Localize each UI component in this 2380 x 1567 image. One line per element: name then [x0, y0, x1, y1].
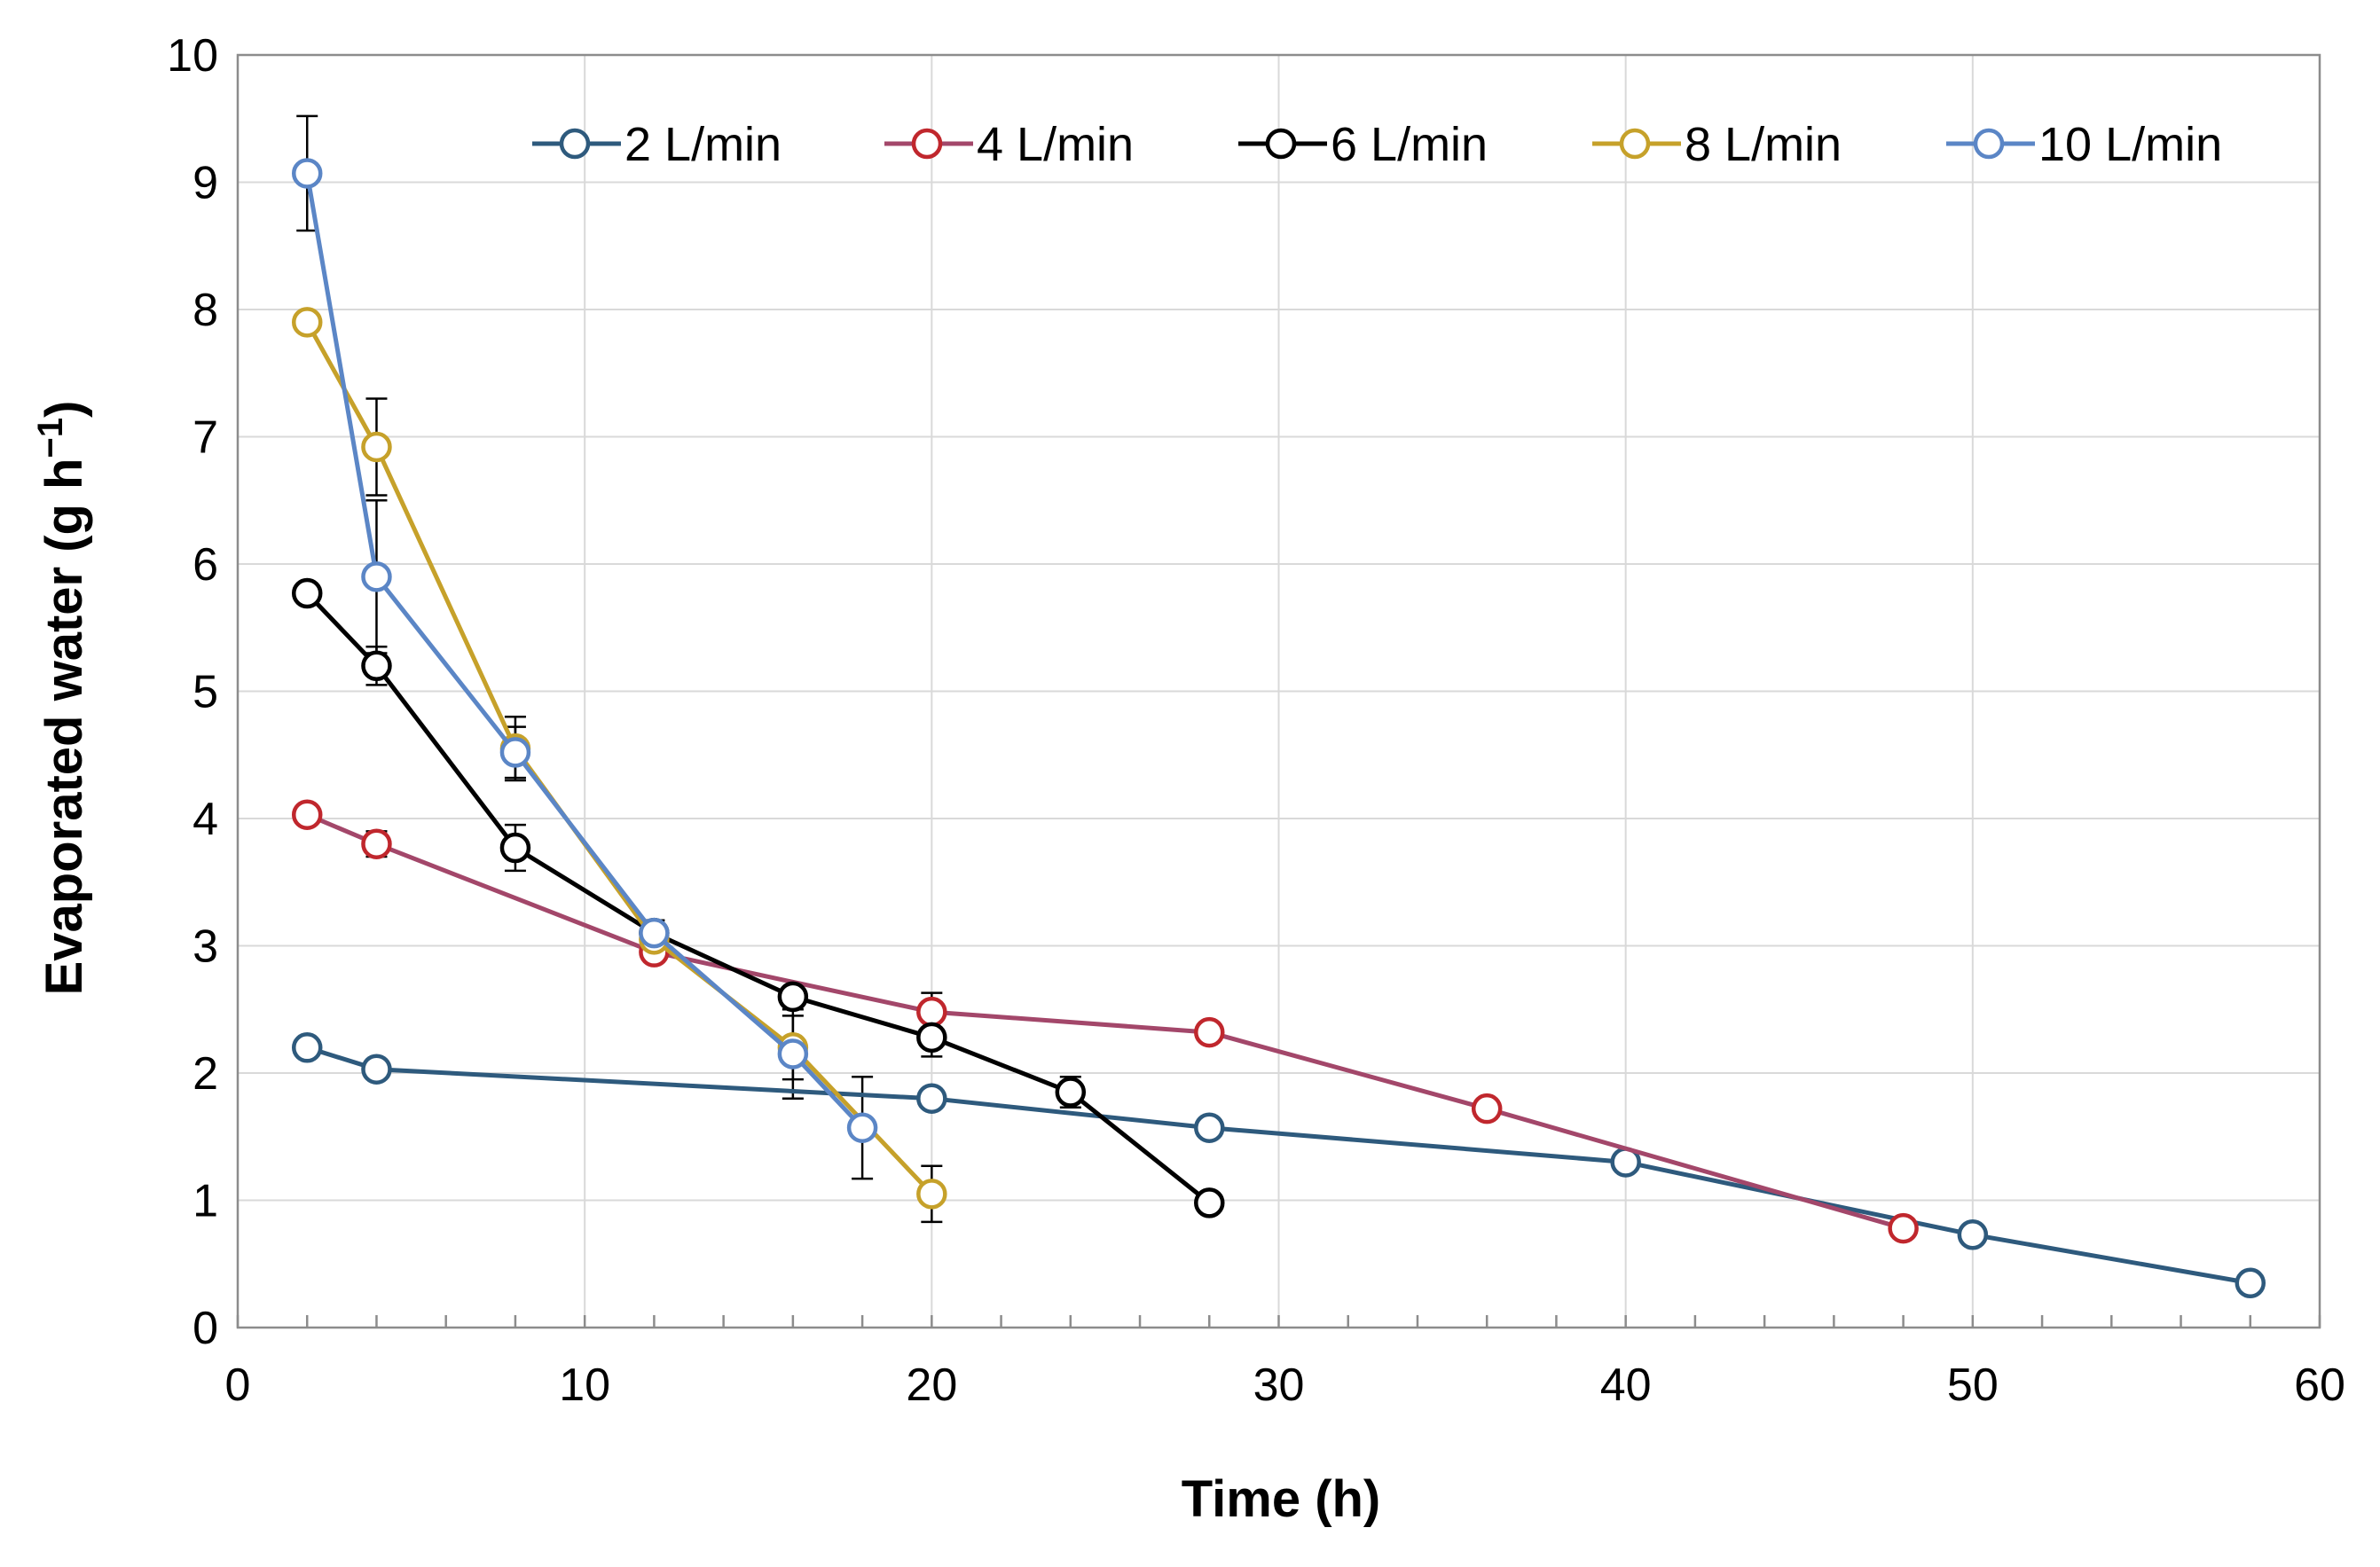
y-tick-label: 0 — [192, 1303, 218, 1354]
y-tick-label: 3 — [192, 921, 218, 973]
legend-marker — [1619, 128, 1651, 160]
data-point — [361, 650, 392, 682]
data-point — [291, 158, 323, 189]
legend-item: 4 L/min — [884, 118, 1134, 171]
series-4-l-min — [291, 799, 1919, 1244]
data-point — [499, 737, 531, 768]
data-point — [1194, 1187, 1225, 1218]
x-tick-label: 0 — [225, 1359, 251, 1411]
y-tick-label: 10 — [167, 30, 218, 82]
y-tick-label: 1 — [192, 1176, 218, 1227]
series-line — [306, 812, 1905, 1231]
legend-marker — [911, 128, 943, 160]
y-tick-label: 5 — [192, 667, 218, 718]
data-point — [2235, 1267, 2266, 1299]
y-axis-title: Evaporated water (g h−1) — [31, 401, 93, 996]
x-tick-label: 60 — [2294, 1359, 2345, 1411]
y-axis-title-end: ) — [35, 401, 93, 418]
legend-label: 10 L/min — [2038, 118, 2222, 171]
series-6-l-min — [291, 577, 1225, 1218]
data-point — [1194, 1016, 1225, 1048]
data-point — [639, 917, 670, 949]
y-tick-label: 8 — [192, 285, 218, 336]
data-point — [916, 1022, 947, 1054]
data-point — [916, 996, 947, 1028]
series-line — [305, 321, 934, 1196]
y-axis-title-main: Evaporated water (g h — [35, 458, 93, 996]
series-2-l-min — [291, 1032, 2266, 1299]
legend-label: 2 L/min — [624, 118, 782, 171]
y-tick-label: 6 — [192, 539, 218, 591]
grid — [238, 55, 2320, 1328]
data-point — [1055, 1077, 1087, 1108]
data-point — [361, 1054, 392, 1085]
legend-marker — [1265, 128, 1297, 160]
data-point — [291, 799, 323, 830]
data-point — [916, 1083, 947, 1114]
data-point — [1471, 1093, 1503, 1124]
series — [291, 158, 2266, 1299]
legend-item: 6 L/min — [1238, 118, 1488, 171]
x-tick-label: 20 — [906, 1359, 957, 1411]
y-axis-title-sup: −1 — [31, 418, 70, 458]
x-tick-label: 40 — [1600, 1359, 1652, 1411]
legend-item: 8 L/min — [1592, 118, 1842, 171]
data-point — [846, 1112, 878, 1143]
y-tick-label: 7 — [192, 412, 218, 464]
legend-label: 6 L/min — [1331, 118, 1488, 171]
data-point — [777, 981, 809, 1013]
data-point — [1888, 1212, 1919, 1244]
y-tick-label: 2 — [192, 1048, 218, 1100]
data-point — [777, 1038, 809, 1069]
legend: 2 L/min 4 L/min 6 L/min 8 L/min 10 L/min — [532, 118, 2222, 171]
x-axis-title: Time (h) — [1182, 1470, 1381, 1528]
data-point — [291, 307, 323, 338]
plot-frame — [236, 53, 2321, 1329]
data-point — [1957, 1218, 1989, 1250]
data-point — [361, 561, 392, 592]
data-point — [291, 1032, 323, 1063]
legend-label: 4 L/min — [977, 118, 1134, 171]
series-line — [305, 592, 1211, 1205]
legend-marker — [1973, 128, 2005, 160]
data-point — [361, 431, 392, 463]
error-bars — [296, 114, 1081, 1224]
x-tick-label: 50 — [1947, 1359, 1999, 1411]
series-line — [304, 173, 864, 1130]
y-tick-label: 9 — [192, 158, 218, 209]
legend-marker — [559, 128, 591, 160]
data-point — [361, 828, 392, 859]
y-tick-label: 4 — [192, 794, 218, 845]
data-point — [499, 832, 531, 864]
legend-item: 2 L/min — [532, 118, 782, 171]
x-tick-label: 10 — [559, 1359, 610, 1411]
series-10-l-min — [291, 158, 878, 1143]
data-point — [916, 1179, 947, 1210]
data-point — [291, 577, 323, 609]
data-point — [1194, 1112, 1225, 1143]
axes: 0 1 2 3 4 5 6 7 8 9 10 0 10 20 30 40 50 60 — [167, 30, 2345, 1411]
legend-label: 8 L/min — [1685, 118, 1842, 171]
legend-item: 10 L/min — [1946, 118, 2222, 171]
x-tick-label: 30 — [1253, 1359, 1305, 1411]
